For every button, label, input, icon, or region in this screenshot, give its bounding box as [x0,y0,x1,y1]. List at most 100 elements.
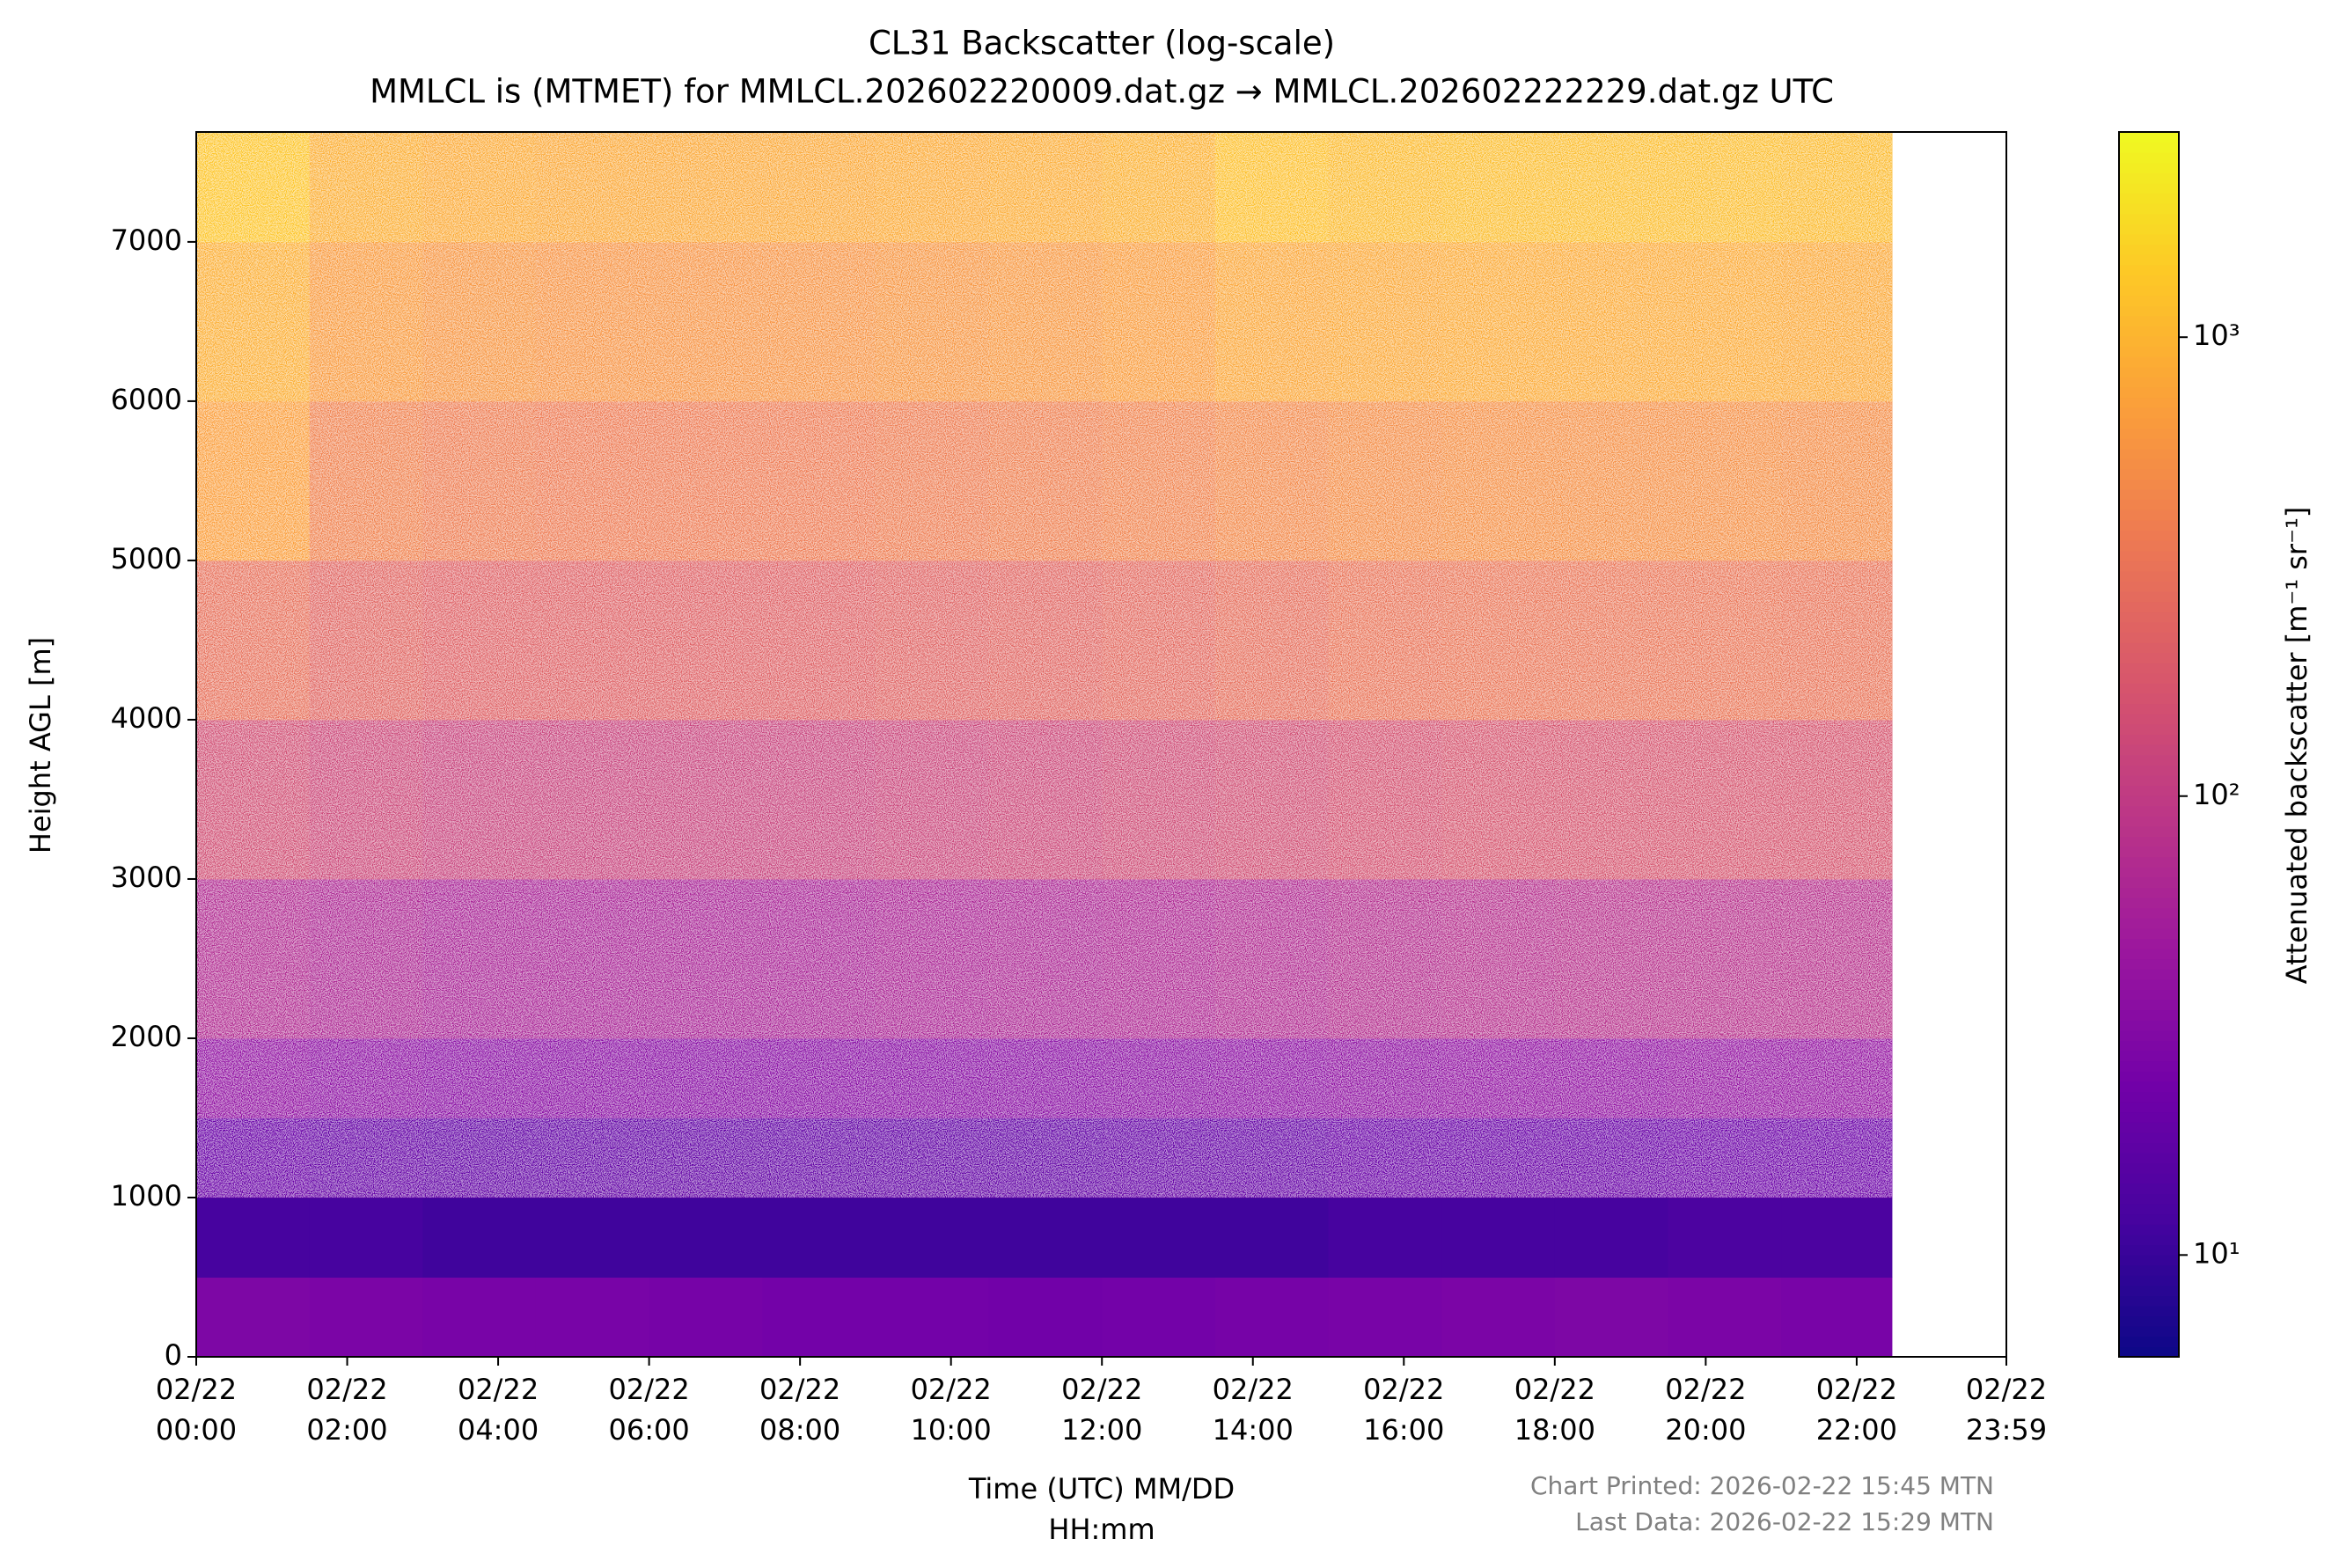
x-tick-label: 02/22 22:00 [1815,1373,1897,1447]
y-tick-label: 6000 [111,383,182,416]
colorbar-segment [2119,275,2179,286]
colorbar-segment [2119,663,2179,674]
x-tick-label: 02/22 02:00 [306,1373,388,1447]
heatmap-cell [422,1277,537,1358]
colorbar-segment [2119,1000,2179,1011]
colorbar-segment [2119,326,2179,337]
colorbar-segment [2119,734,2179,745]
colorbar-segment [2119,1193,2179,1205]
colorbar-segment [2119,1264,2179,1276]
x-tick-label: 02/22 08:00 [759,1373,841,1447]
colorbar-segment [2119,1234,2179,1245]
colorbar-segment [2119,336,2179,348]
colorbar-segment [2119,162,2179,173]
colorbar-segment [2119,1081,2179,1092]
colorbar-segment [2119,448,2179,459]
colorbar-segment [2119,805,2179,817]
colorbar-segment [2119,1029,2179,1041]
heatmap-cell [1102,1197,1216,1278]
heatmap-cell [1554,1197,1668,1278]
colorbar-segment [2119,264,2179,275]
colorbar-segment [2119,1009,2179,1021]
heatmap-cell [1668,1277,1782,1358]
chart-subtitle: MMLCL is (MTMET) for MMLCL.202602220009.… [370,73,1834,111]
y-tick-label: 4000 [111,701,182,735]
y-tick-label: 0 [165,1338,182,1372]
colorbar-segment [2119,703,2179,714]
y-tick-label: 1000 [111,1179,182,1213]
x-tick-label: 02/22 04:00 [457,1373,539,1447]
heatmap-cell [988,1277,1103,1358]
heatmap-cell [196,1277,311,1358]
colorbar-segment [2119,244,2179,255]
colorbar-segment [2119,683,2179,694]
heatmap-cell [875,1197,990,1278]
colorbar-segment [2119,1326,2179,1337]
heatmap-cell [1214,1197,1330,1278]
colorbar-segment [2119,285,2179,297]
colorbar-segment [2119,438,2179,450]
heatmap-cell [1328,1197,1442,1278]
colorbar-segment [2119,1173,2179,1184]
colorbar-segment [2119,652,2179,663]
heatmap-cell [1668,1197,1782,1278]
colorbar-segment [2119,765,2179,776]
colorbar-segment [2119,795,2179,807]
heatmap-cell [1441,1197,1556,1278]
colorbar-segment [2119,1132,2179,1143]
colorbar-segment [2119,387,2179,399]
colorbar-segment [2119,519,2179,531]
x-tick-label: 02/22 10:00 [910,1373,992,1447]
colorbar-segment [2119,632,2179,643]
colorbar-segment [2119,949,2179,960]
x-tick-label: 02/22 23:59 [1965,1373,2048,1447]
heatmap-cell [649,1197,763,1278]
colorbar-segment [2119,479,2179,490]
colorbar-segment [2119,1285,2179,1296]
colorbar-segment [2119,1122,2179,1133]
colorbar-segment [2119,714,2179,725]
heatmap-cell [875,1277,990,1358]
colorbar-segment [2119,213,2179,224]
colorbar-label: Attenuated backscatter [m⁻¹ sr⁻¹] [2280,507,2313,985]
colorbar-segment [2119,417,2179,429]
colorbar-frame [2118,131,2180,1358]
heatmap-cell [1102,1277,1216,1358]
colorbar-segment [2119,836,2179,847]
colorbar-segment [2119,1060,2179,1072]
colorbar-segment [2119,468,2179,480]
heatmap-cell [988,1197,1103,1278]
colorbar-segment [2119,969,2179,980]
colorbar-segment [2119,693,2179,705]
colorbar-segment [2119,530,2179,541]
colorbar-segment [2119,816,2179,827]
colorbar-segment [2119,356,2179,368]
colorbar-segment [2119,1224,2179,1235]
colorbar-segment [2119,1213,2179,1225]
colorbar-segment [2119,591,2179,603]
colorbar-segment [2119,1346,2179,1358]
colorbar-segment [2119,234,2179,245]
colorbar-segment [2119,1315,2179,1327]
colorbar-tick-label: 10² [2193,778,2240,811]
colorbar-segment [2119,1255,2179,1266]
colorbar-segment [2119,927,2179,939]
heatmap-cell [309,1277,423,1358]
colorbar-segment [2119,978,2179,990]
heatmap-cell [309,1197,423,1278]
heatmap-cell [1554,1277,1668,1358]
colorbar-tick-label: 10¹ [2193,1236,2240,1270]
colorbar-segment [2119,989,2179,1000]
colorbar-segment [2119,1183,2179,1194]
y-tick-label: 7000 [111,223,182,257]
colorbar-segment [2119,672,2179,684]
colorbar-segment [2119,428,2179,439]
colorbar-segment [2119,918,2179,929]
colorbar-segment [2119,825,2179,837]
colorbar-segment [2119,1295,2179,1307]
colorbar-segment [2119,366,2179,377]
colorbar-segment [2119,1244,2179,1256]
x-tick-label: 02/22 00:00 [155,1373,238,1447]
colorbar-segment [2119,846,2179,858]
y-tick-label: 2000 [111,1020,182,1053]
